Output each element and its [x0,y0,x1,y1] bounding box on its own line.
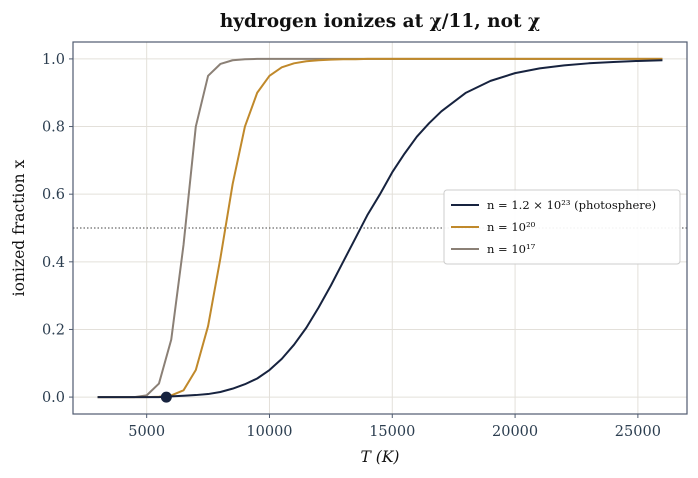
y-tick-label: 0.6 [42,187,65,203]
legend-label-1: n = 10²⁰ [487,220,536,234]
series-line-0 [97,59,663,399]
y-axis-label: ionized fraction x [10,159,28,296]
photosphere-marker [160,391,172,403]
legend-box [443,189,681,265]
x-tick-label: 15000 [369,424,415,440]
y-tick-label: 0.4 [42,255,65,271]
plot-frame [72,41,688,415]
x-axis-label: T (K) [361,448,400,466]
legend: n = 1.2 × 10²³ (photosphere) n = 10²⁰ n = … [443,189,681,265]
y-tick-label: 1.0 [42,52,65,68]
legend-label-0: n = 1.2 × 10²³ (photosphere) [487,198,656,212]
y-ticks: 0.0 0.2 0.4 0.6 0.8 1.0 [42,52,73,406]
legend-label-2: n = 10¹⁷ [487,242,536,256]
x-ticks: 5000 10000 15000 20000 25000 [128,414,661,440]
x-tick-label: 25000 [615,424,661,440]
y-tick-label: 0.0 [42,390,65,406]
chart-title: hydrogen ionizes at χ/11, not χ [220,11,540,32]
y-tick-label: 0.8 [42,120,65,136]
x-tick-label: 10000 [246,424,292,440]
series-line-1 [97,57,663,399]
x-tick-label: 20000 [492,424,538,440]
x-tick-label: 5000 [128,424,165,440]
series-layer [97,57,663,399]
y-tick-label: 0.2 [42,322,65,338]
